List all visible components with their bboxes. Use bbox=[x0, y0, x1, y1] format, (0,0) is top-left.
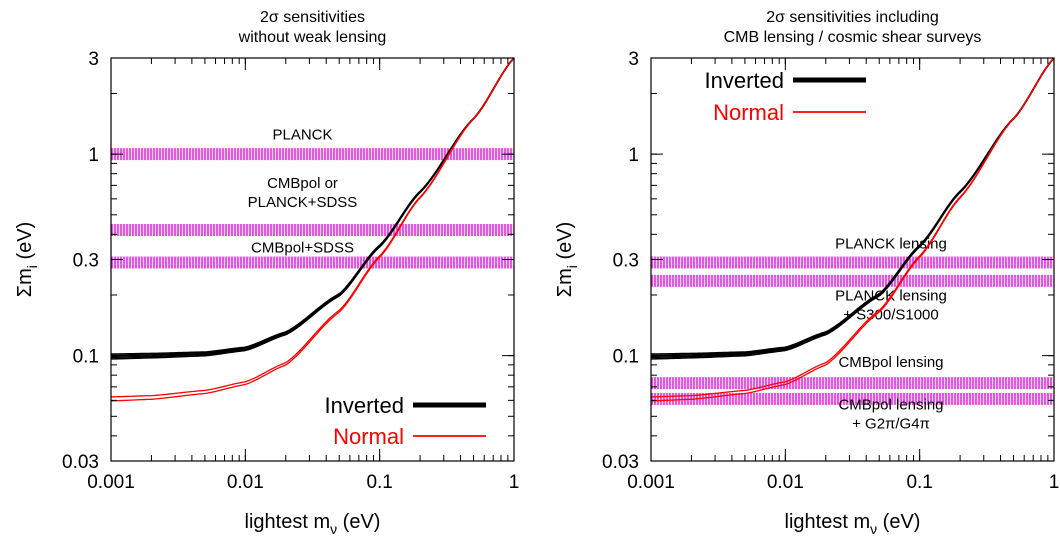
series-inverted bbox=[111, 58, 514, 360]
band-hatch bbox=[111, 224, 512, 237]
x-axis: 0.001 0.01 0.1 1 bbox=[87, 58, 519, 493]
x-axis-label-unit: (eV) bbox=[337, 511, 380, 533]
x-axis-label-unit: (eV) bbox=[877, 511, 920, 533]
series-inverted bbox=[651, 58, 1054, 360]
sensitivity-band bbox=[111, 148, 514, 161]
band-label: + G2π/G4π bbox=[852, 416, 930, 433]
y-axis-label-sub: i bbox=[24, 265, 40, 268]
sensitivity-band bbox=[651, 256, 1054, 269]
y-tick-label: 0.03 bbox=[602, 452, 639, 473]
y-axis-label-unit: (eV) bbox=[554, 222, 576, 265]
x-tick-label: 0.01 bbox=[767, 472, 804, 493]
series-normal bbox=[651, 58, 1054, 402]
band-hatch bbox=[651, 377, 1052, 390]
y-axis-label: Σmi (eV) bbox=[14, 222, 40, 298]
x-tick-label: 0.1 bbox=[366, 472, 392, 493]
x-axis-label-text: lightest m bbox=[245, 511, 331, 533]
band-label: CMBpol+SDSS bbox=[251, 239, 354, 256]
series-line bbox=[651, 58, 1054, 355]
series-line bbox=[111, 58, 514, 398]
sensitivity-band bbox=[651, 274, 1054, 287]
series-normal bbox=[111, 58, 514, 402]
band-label: CMBpol lensing bbox=[838, 397, 943, 414]
x-tick-label: 0.01 bbox=[227, 472, 264, 493]
chart-title: without weak lensing bbox=[238, 29, 387, 46]
legend-label: Normal bbox=[713, 100, 784, 125]
y-tick-label: 0.03 bbox=[62, 452, 99, 473]
y-axis-label-unit: (eV) bbox=[14, 222, 36, 265]
chart-title: 2σ sensitivities including bbox=[766, 9, 939, 26]
x-axis: 0.001 0.01 0.1 1 bbox=[627, 58, 1059, 493]
series-line bbox=[651, 58, 1054, 398]
y-tick-label: 3 bbox=[88, 49, 99, 70]
sensitivity-band bbox=[651, 392, 1054, 405]
chart-title: 2σ sensitivities bbox=[260, 9, 365, 26]
band-label: PLANCK bbox=[272, 127, 332, 144]
legend: Inverted Normal bbox=[705, 68, 866, 125]
y-tick-label: 0.1 bbox=[613, 347, 639, 368]
x-axis-label: lightest mν (eV) bbox=[245, 511, 381, 536]
x-tick-label: 0.001 bbox=[87, 472, 135, 493]
sensitivity-band bbox=[111, 256, 514, 269]
y-axis: 0.03 0.1 0.3 1 3 bbox=[602, 49, 1054, 473]
x-tick-label: 1 bbox=[509, 472, 520, 493]
y-axis-label: Σmi (eV) bbox=[554, 222, 580, 298]
y-axis: 0.03 0.1 0.3 1 3 bbox=[62, 49, 514, 473]
band-label: CMBpol lensing bbox=[838, 354, 943, 371]
legend-label: Normal bbox=[333, 424, 404, 449]
series-line bbox=[111, 58, 514, 355]
y-tick-label: 0.1 bbox=[73, 347, 99, 368]
sensitivity-band bbox=[111, 224, 514, 237]
legend-label: Inverted bbox=[325, 393, 405, 418]
band-label: + S300/S1000 bbox=[843, 307, 939, 324]
y-tick-label: 0.3 bbox=[73, 251, 99, 272]
x-axis-label-sub: ν bbox=[870, 521, 877, 536]
sensitivity-band bbox=[651, 377, 1054, 390]
x-axis-label-sub: ν bbox=[330, 521, 337, 536]
band-hatch bbox=[651, 256, 1052, 269]
x-tick-label: 1 bbox=[1049, 472, 1060, 493]
legend-label: Inverted bbox=[705, 68, 785, 93]
x-axis-label: lightest mν (eV) bbox=[785, 511, 921, 536]
band-hatch bbox=[651, 274, 1052, 287]
x-tick-label: 0.001 bbox=[627, 472, 675, 493]
y-tick-label: 1 bbox=[88, 145, 99, 166]
legend: Inverted Normal bbox=[325, 393, 486, 449]
y-axis-label-sub: i bbox=[564, 265, 580, 268]
band-label: PLANCK+SDSS bbox=[248, 194, 358, 211]
y-tick-label: 3 bbox=[628, 49, 639, 70]
band-hatch bbox=[111, 256, 512, 269]
y-axis-label-text: Σm bbox=[554, 268, 576, 297]
chart-title: CMB lensing / cosmic shear surveys bbox=[724, 29, 982, 46]
x-axis-label-text: lightest m bbox=[785, 511, 871, 533]
x-tick-label: 0.1 bbox=[906, 472, 932, 493]
y-tick-label: 1 bbox=[628, 145, 639, 166]
band-label: CMBpol or bbox=[267, 175, 338, 192]
y-tick-label: 0.3 bbox=[613, 251, 639, 272]
y-axis-label-text: Σm bbox=[14, 268, 36, 297]
